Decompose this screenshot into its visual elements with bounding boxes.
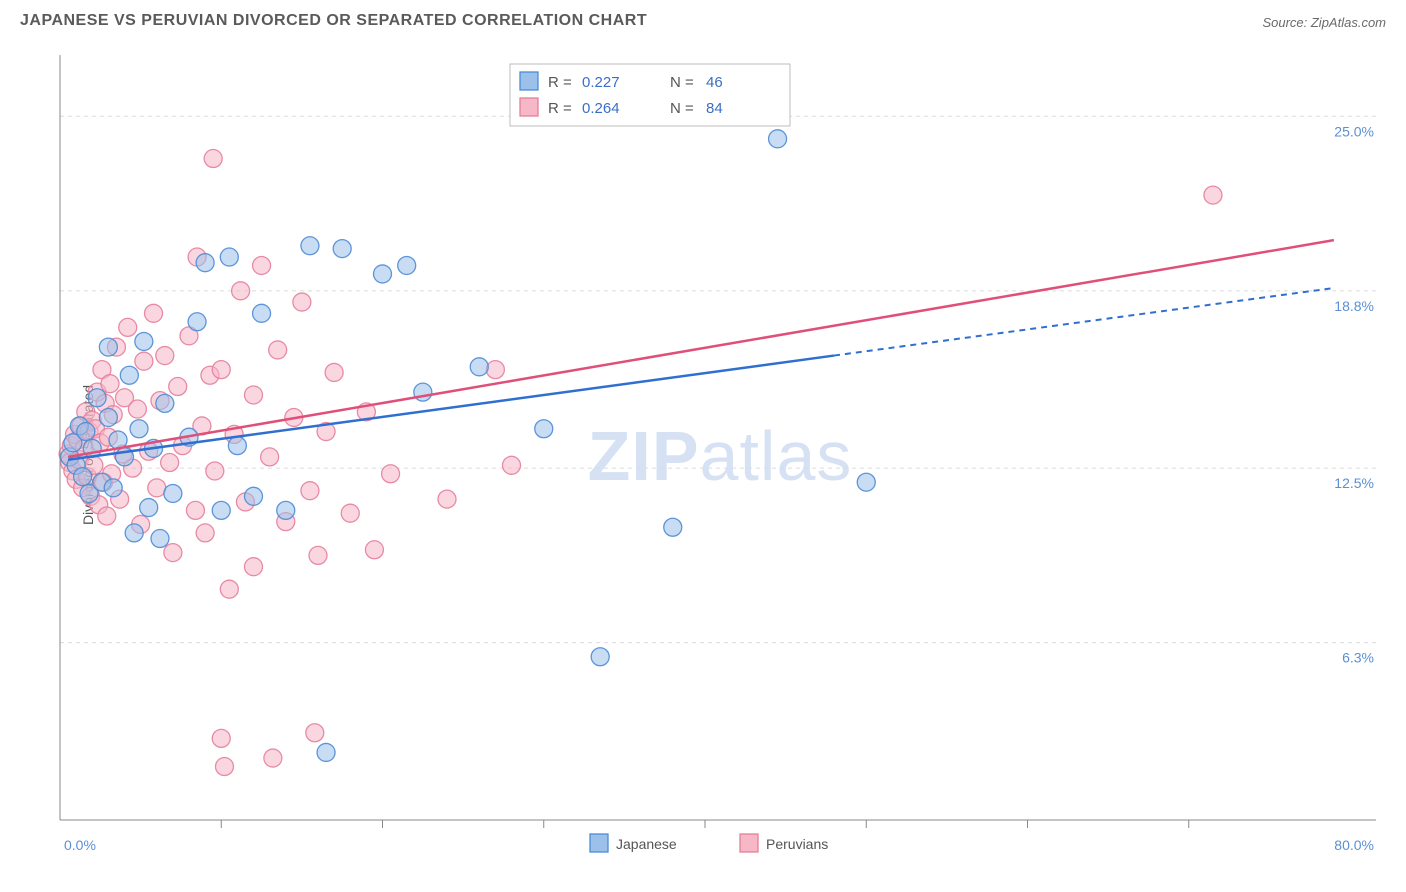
data-point (277, 501, 295, 519)
data-point (74, 468, 92, 486)
data-point (301, 482, 319, 500)
data-point (374, 265, 392, 283)
chart-title: JAPANESE VS PERUVIAN DIVORCED OR SEPARAT… (20, 12, 647, 30)
data-point (169, 378, 187, 396)
data-point (245, 558, 263, 576)
data-point (135, 352, 153, 370)
data-point (125, 524, 143, 542)
data-point (215, 758, 233, 776)
data-point (503, 456, 521, 474)
legend-swatch (520, 72, 538, 90)
legend-swatch (520, 98, 538, 116)
data-point (148, 479, 166, 497)
data-point (186, 501, 204, 519)
watermark: ZIPatlas (588, 417, 853, 495)
data-point (130, 420, 148, 438)
data-point (164, 544, 182, 562)
data-point (264, 749, 282, 767)
data-point (261, 448, 279, 466)
data-point (769, 130, 787, 148)
data-point (212, 361, 230, 379)
data-point (99, 338, 117, 356)
data-point (161, 454, 179, 472)
legend-n-label: N = (670, 74, 694, 91)
data-point (664, 518, 682, 536)
data-point (99, 408, 117, 426)
legend-swatch (740, 834, 758, 852)
y-tick-label: 25.0% (1334, 123, 1374, 139)
legend-r-value: 0.227 (582, 74, 620, 91)
trend-line-japanese-dashed (834, 288, 1334, 356)
x-min-label: 0.0% (64, 837, 96, 853)
y-tick-label: 6.3% (1342, 650, 1374, 666)
data-point (151, 530, 169, 548)
data-point (1204, 186, 1222, 204)
data-point (204, 150, 222, 168)
data-point (196, 254, 214, 272)
data-point (293, 293, 311, 311)
data-point (232, 282, 250, 300)
source-attribution: Source: ZipAtlas.com (1262, 15, 1386, 30)
data-point (857, 473, 875, 491)
data-point (470, 358, 488, 376)
data-point (306, 724, 324, 742)
legend-n-value: 46 (706, 74, 723, 91)
data-point (104, 479, 122, 497)
data-point (128, 400, 146, 418)
data-point (119, 318, 137, 336)
data-point (196, 524, 214, 542)
data-point (301, 237, 319, 255)
data-point (145, 304, 163, 322)
data-point (156, 347, 174, 365)
data-point (220, 248, 238, 266)
data-point (341, 504, 359, 522)
data-point (156, 394, 174, 412)
data-point (212, 729, 230, 747)
y-tick-label: 12.5% (1334, 475, 1374, 491)
data-point (188, 313, 206, 331)
data-point (206, 462, 224, 480)
data-point (98, 507, 116, 525)
data-point (253, 304, 271, 322)
data-point (317, 743, 335, 761)
scatter-chart: ZIPatlas 6.3% 12.5% 18.8% 25.0% 0.0% 80.0% R… (50, 50, 1386, 860)
data-point (333, 240, 351, 258)
legend-n-value: 84 (706, 100, 723, 117)
data-point (245, 386, 263, 404)
plot-area: Divorced or Separated ZIPatlas 6.3%12.5%… (50, 50, 1386, 860)
data-point (212, 501, 230, 519)
data-point (438, 490, 456, 508)
data-point (309, 546, 327, 564)
data-point (269, 341, 287, 359)
legend-series-label: Peruvians (766, 836, 828, 852)
data-point (88, 389, 106, 407)
legend-r-label: R = (548, 74, 572, 91)
data-point (591, 648, 609, 666)
legend-n-label: N = (670, 100, 694, 117)
data-point (486, 361, 504, 379)
legend-series-label: Japanese (616, 836, 677, 852)
legend-r-label: R = (548, 100, 572, 117)
data-point (220, 580, 238, 598)
data-point (101, 375, 119, 393)
x-max-label: 80.0% (1334, 837, 1374, 853)
data-point (253, 256, 271, 274)
data-point (164, 484, 182, 502)
data-point (535, 420, 553, 438)
data-point (77, 423, 95, 441)
data-point (398, 256, 416, 274)
legend-swatch (590, 834, 608, 852)
data-point (228, 437, 246, 455)
data-point (135, 332, 153, 350)
data-point (382, 465, 400, 483)
legend-r-value: 0.264 (582, 100, 620, 117)
y-tick-label: 18.8% (1334, 298, 1374, 314)
data-point (120, 366, 138, 384)
data-point (325, 363, 343, 381)
data-point (140, 499, 158, 517)
data-point (365, 541, 383, 559)
data-point (245, 487, 263, 505)
